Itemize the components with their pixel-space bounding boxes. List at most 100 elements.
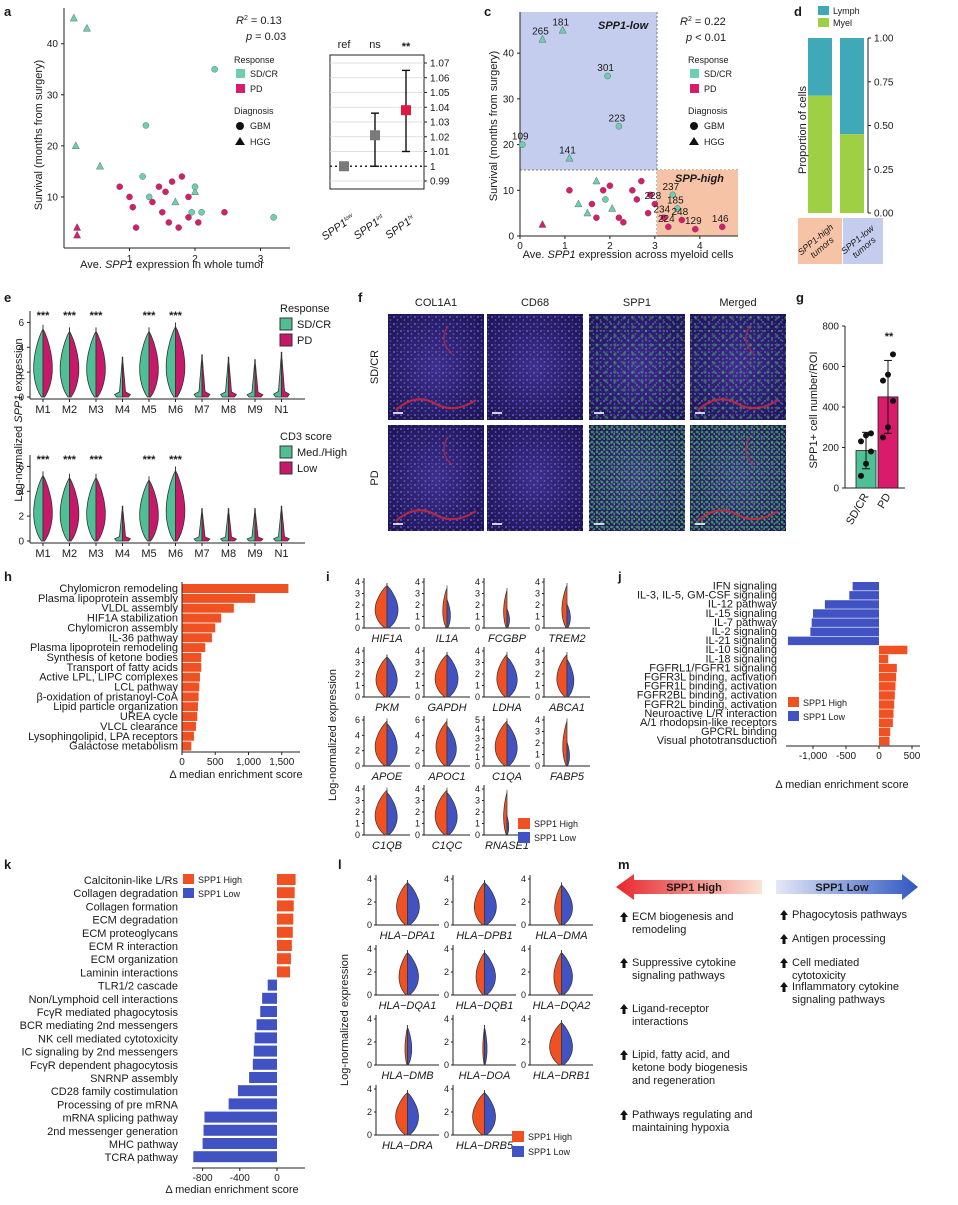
panel-c-p: p < 0.01 [685,32,726,44]
data-point [129,203,137,211]
finding-item: Pathways regulating and maintaining hypox… [632,1109,752,1134]
violin-half-low [506,815,510,836]
violin-half-pink [254,508,264,542]
cluster-label: M7 [194,548,209,560]
y-tick-label: 0 [444,990,449,1000]
data-point [615,123,623,130]
data-point [608,204,617,212]
legend-low-label: SPP1 Low [198,889,241,899]
violin-half-high [494,718,508,767]
legend-cd3-title: CD3 score [280,431,332,443]
y-tick-label: 1.04 [430,103,450,114]
spp1-high-arrow [616,874,762,900]
y-tick-label: 4 [355,784,360,794]
y-tick-label: 2 [415,600,420,610]
violin-half-pink [95,473,106,542]
y-tick-label: 2 [367,967,372,977]
y-tick-label: 400 [822,403,839,414]
y-tick-label: 4 [535,715,540,725]
finding-item: Inflammatory cytokine signaling pathways [792,981,899,1006]
gene-label: PKM [375,702,400,714]
y-tick-label: 2 [475,807,480,817]
y-tick-label: 2 [475,600,480,610]
legend-hgg-symbol [689,137,699,145]
y-tick-label: 0 [833,484,839,495]
y-tick-label: 2 [355,669,360,679]
y-tick-label: 4 [415,646,420,656]
bar-label: Lipid particle organization [53,701,178,713]
data-point [863,432,869,439]
panel-l-letter: l [338,857,342,872]
nuclei-texture [388,314,484,420]
y-tick-label: 0 [355,623,360,633]
legend-gbm-symbol [690,122,698,130]
violin-half-low [561,1020,573,1066]
y-tick-label: 3 [535,727,540,737]
violin-half-green [59,327,70,398]
cluster-label: M2 [62,548,77,560]
spp1-signal [589,425,685,531]
legend-high-label: SPP1 High [803,698,847,708]
gene-label: APOE [371,771,403,783]
cluster-label: M9 [247,548,262,560]
bar [879,673,897,682]
y-tick-label: 4 [475,784,480,794]
panel-g-ylabel: SPP1+ cell number/ROI [808,351,820,468]
bar-label: Galactose metabolism [69,741,178,753]
violin-half-pink [69,473,80,542]
gene-label: LDHA [492,702,521,714]
panel-c-legend: Response SD/CR PD Diagnosis GBM HGG [688,55,733,147]
violin-half-green [219,508,229,542]
gene-label: HLA−DMA [535,930,587,942]
nuclei-texture [487,425,583,531]
y-tick-label: 0 [18,537,24,548]
panel-c-letter: c [484,4,491,19]
bar-label: FcγR mediated phagocytosis [37,1007,179,1019]
y-tick-label: 6 [415,715,420,725]
y-tick-label: 1 [415,681,420,691]
point-label: 248 [671,207,688,218]
legend-high-swatch [788,697,799,707]
bar [879,663,897,673]
violin-half-green [113,505,123,542]
panel-h-letter: h [4,569,12,584]
data-point [221,208,228,216]
x-tick-label: 1 [562,241,568,252]
y-tick-label: 2 [18,512,24,523]
y-tick-label: 1 [415,819,420,829]
y-tick-label: 4 [521,874,526,884]
bar [182,633,212,643]
legend-sdcr-swatch [236,69,245,78]
x-tick-label: 0 [274,1173,280,1184]
violin-half-low [506,721,518,767]
bar-label: Processing of pre mRNA [57,1099,179,1111]
y-tick-label: 0 [535,761,540,771]
violin-half-low [446,790,458,836]
y-tick-label: 3 [535,658,540,668]
cluster-label: M8 [221,404,236,416]
violin-half-low [386,583,399,629]
y-tick-label: 2 [521,1037,526,1047]
bar-label: FGFR2BL binding, activation [637,690,777,702]
data-point [518,141,526,148]
gene-label: HLA−DMB [381,1070,433,1082]
y-tick-label: 0 [415,830,420,840]
y-tick-label: 200 [822,443,839,454]
violin-half-green [33,471,44,542]
y-tick-label: 4 [355,577,360,587]
violin-half-green [273,351,282,398]
legend-low-swatch [183,888,194,898]
violin-half-pink [175,322,186,398]
significance-stars: *** [169,454,183,466]
violin-half-high [473,880,485,926]
bar [182,593,256,603]
y-tick-label: 2 [535,738,540,748]
legend-low-label: SPP1 Low [534,833,577,843]
bar-label: ECM R interaction [89,941,178,953]
y-tick-label: 1 [475,819,480,829]
violin-half-green [165,322,176,398]
data-point [858,472,864,479]
bar-label: Visual phototransduction [657,735,777,747]
x-tick-label: 3 [258,254,264,265]
bar [228,1098,277,1110]
